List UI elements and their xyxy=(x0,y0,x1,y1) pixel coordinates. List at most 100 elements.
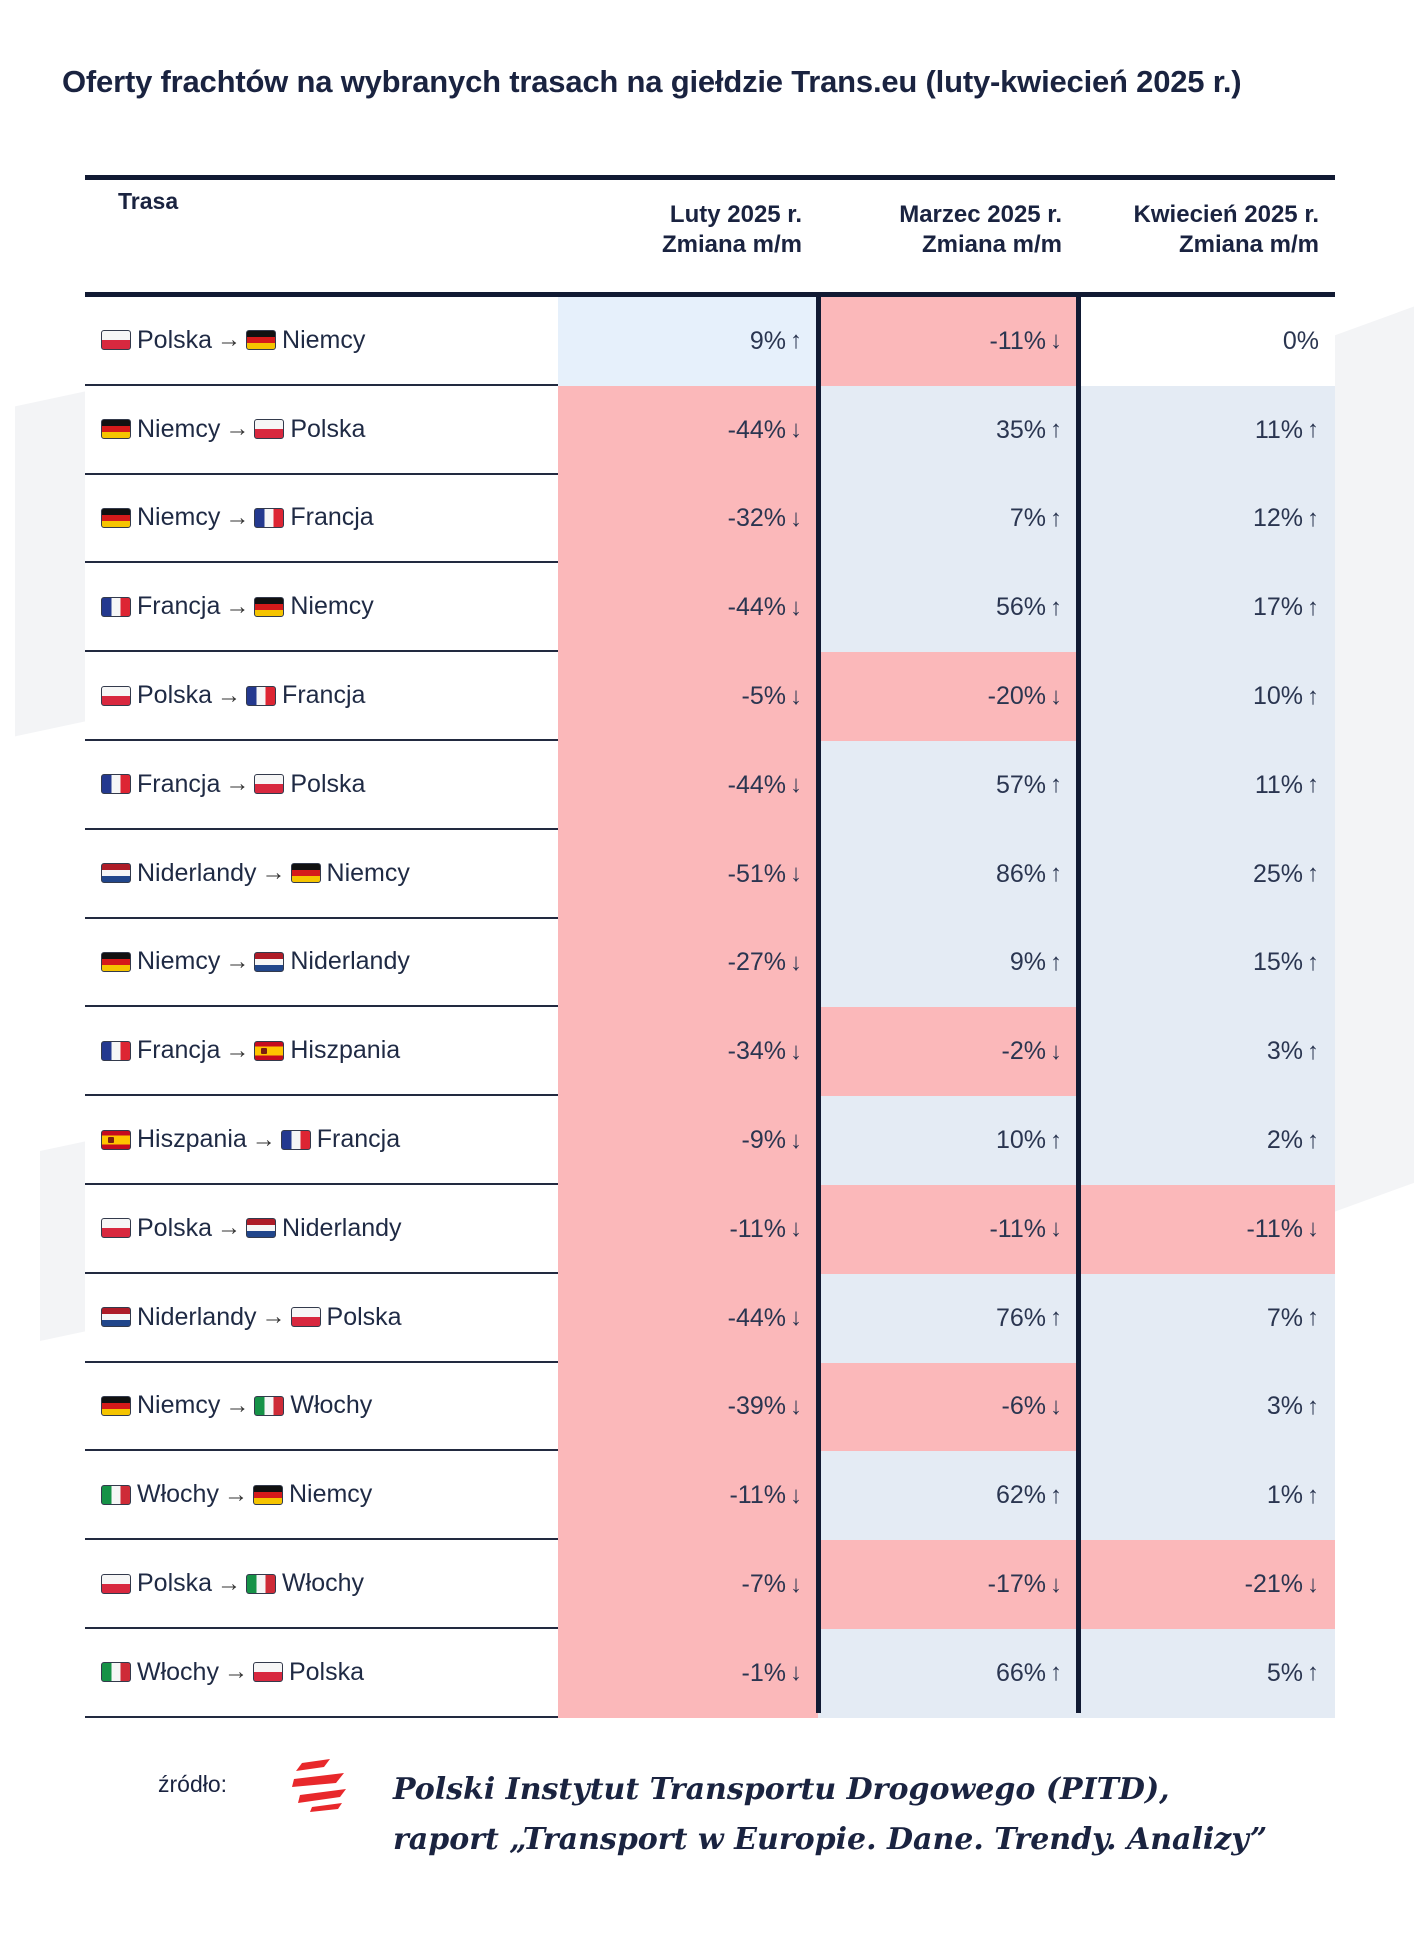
route-cell: Polska → Włochy xyxy=(85,1540,558,1629)
flag-fr-icon xyxy=(280,1129,311,1150)
table-row: Polska → Francja -5% ↓ -20% ↓ 10% ↑ xyxy=(85,652,1335,741)
flag-pl-icon xyxy=(252,1662,283,1683)
arrow-right-icon: → xyxy=(225,1391,250,1419)
table-row: Włochy → Polska -1% ↓ 66% ↑ 5% ↑ xyxy=(85,1628,1335,1718)
value-cell: 35% ↑ xyxy=(818,385,1078,475)
flag-es-icon xyxy=(101,1129,131,1150)
route-cell: Hiszpania → Francja xyxy=(85,1096,558,1185)
value-cell: -21% ↓ xyxy=(1078,1540,1335,1629)
arrow-down-icon: ↓ xyxy=(790,771,802,799)
value-text: -1% xyxy=(741,1658,786,1687)
table-row: Hiszpania → Francja -9% ↓ 10% ↑ 2% ↑ xyxy=(85,1096,1335,1185)
value-cell: 62% ↑ xyxy=(818,1451,1078,1541)
flag-nl-icon xyxy=(101,1307,131,1328)
arrow-up-icon: ↑ xyxy=(1307,593,1319,621)
value-text: 62% xyxy=(995,1481,1046,1510)
value-text: -51% xyxy=(727,859,786,888)
value-text: -21% xyxy=(1244,1570,1303,1599)
value-text: 86% xyxy=(995,859,1046,888)
value-text: 3% xyxy=(1266,1392,1303,1421)
arrow-up-icon: ↑ xyxy=(790,327,802,355)
route-cell: Francja → Hiszpania xyxy=(85,1007,558,1097)
flag-fr-icon xyxy=(101,1040,131,1061)
value-cell: 10% ↑ xyxy=(1078,652,1335,741)
value-cell: -11% ↓ xyxy=(818,1184,1078,1274)
pitd-logo-icon xyxy=(292,1759,346,1812)
arrow-down-icon: ↓ xyxy=(790,948,802,976)
route-to: Polska xyxy=(290,769,366,798)
header-mar-line2: Zmiana m/m xyxy=(921,231,1062,258)
arrow-right-icon: → xyxy=(217,1569,242,1597)
route-from: Polska xyxy=(137,1569,213,1598)
table-row: Niemcy → Francja -32% ↓ 7% ↑ 12% ↑ xyxy=(85,474,1335,564)
table-row: Francja → Niemcy -44% ↓ 56% ↑ 17% ↑ xyxy=(85,563,1335,653)
table-row: Francja → Polska -44% ↓ 57% ↑ 11% ↑ xyxy=(85,740,1335,830)
arrow-right-icon: → xyxy=(225,770,250,798)
value-cell: -7% ↓ xyxy=(558,1540,818,1629)
value-cell: 86% ↑ xyxy=(818,829,1078,919)
flag-it-icon xyxy=(254,1395,285,1416)
value-text: -39% xyxy=(727,1392,786,1421)
value-cell: 11% ↑ xyxy=(1078,740,1335,830)
value-text: 15% xyxy=(1252,948,1303,977)
flag-pl-icon xyxy=(254,774,285,795)
value-text: -11% xyxy=(729,1214,786,1243)
route-to: Francja xyxy=(282,681,366,710)
value-cell: -11% ↓ xyxy=(1078,1184,1335,1274)
flag-pl-icon xyxy=(290,1307,321,1328)
route-to: Francja xyxy=(316,1125,401,1154)
flag-pl-icon xyxy=(101,330,131,351)
arrow-up-icon: ↑ xyxy=(1307,1481,1319,1509)
route-from: Polska xyxy=(137,325,213,354)
table-row: Niderlandy → Niemcy -51% ↓ 86% ↑ 25% ↑ xyxy=(85,829,1335,919)
route-to: Niemcy xyxy=(290,592,374,621)
value-cell: 57% ↑ xyxy=(818,740,1078,830)
value-text: 9% xyxy=(1009,948,1046,977)
arrow-down-icon: ↓ xyxy=(1050,1215,1062,1243)
route-cell: Francja → Niemcy xyxy=(85,563,558,653)
value-text: 12% xyxy=(1252,504,1303,533)
arrow-down-icon: ↓ xyxy=(790,504,802,532)
flag-pl-icon xyxy=(101,685,131,706)
flag-it-icon xyxy=(246,1573,277,1594)
value-text: -44% xyxy=(727,415,786,444)
arrow-up-icon: ↑ xyxy=(1307,771,1319,799)
header-apr-line2: Zmiana m/m xyxy=(1178,231,1319,258)
value-cell: 7% ↑ xyxy=(1078,1273,1335,1363)
flag-nl-icon xyxy=(254,951,285,972)
route-cell: Niemcy → Włochy xyxy=(85,1362,558,1452)
arrow-down-icon: ↓ xyxy=(1050,682,1062,710)
value-cell: -17% ↓ xyxy=(818,1540,1078,1629)
route-cell: Polska → Niemcy xyxy=(85,297,558,386)
arrow-up-icon: ↑ xyxy=(1050,504,1062,532)
arrow-down-icon: ↓ xyxy=(1050,1037,1062,1065)
route-to: Hiszpania xyxy=(290,1036,401,1065)
route-to: Niemcy xyxy=(282,325,366,354)
value-cell: -34% ↓ xyxy=(558,1007,818,1097)
arrow-right-icon: → xyxy=(261,1303,286,1331)
value-cell: -11% ↓ xyxy=(558,1451,818,1541)
value-text: -17% xyxy=(987,1570,1046,1599)
arrow-right-icon: → xyxy=(225,592,250,620)
value-text: 5% xyxy=(1266,1658,1303,1687)
value-text: -5% xyxy=(741,682,786,711)
route-cell: Niderlandy → Niemcy xyxy=(85,829,558,919)
value-cell: -11% ↓ xyxy=(818,297,1078,386)
route-to: Niderlandy xyxy=(290,947,410,976)
value-text: 11% xyxy=(1254,770,1303,799)
value-cell: 17% ↑ xyxy=(1078,563,1335,653)
table-row: Niemcy → Włochy -39% ↓ -6% ↓ 3% ↑ xyxy=(85,1362,1335,1452)
value-text: -9% xyxy=(741,1126,786,1155)
page-title: Oferty frachtów na wybranych trasach na … xyxy=(62,64,1242,99)
source-line-1: Polski Instytut Transportu Drogowego (PI… xyxy=(393,1772,1170,1807)
flag-pl-icon xyxy=(101,1218,131,1239)
route-cell: Niderlandy → Polska xyxy=(85,1273,558,1363)
flag-de-icon xyxy=(290,863,321,884)
value-cell: 9% ↑ xyxy=(818,918,1078,1008)
value-text: -34% xyxy=(727,1037,786,1066)
arrow-right-icon: → xyxy=(225,415,250,443)
route-to: Włochy xyxy=(290,1391,373,1420)
route-from: Niderlandy xyxy=(137,1302,257,1331)
flag-fr-icon xyxy=(101,596,131,617)
arrow-down-icon: ↓ xyxy=(1307,1215,1319,1243)
